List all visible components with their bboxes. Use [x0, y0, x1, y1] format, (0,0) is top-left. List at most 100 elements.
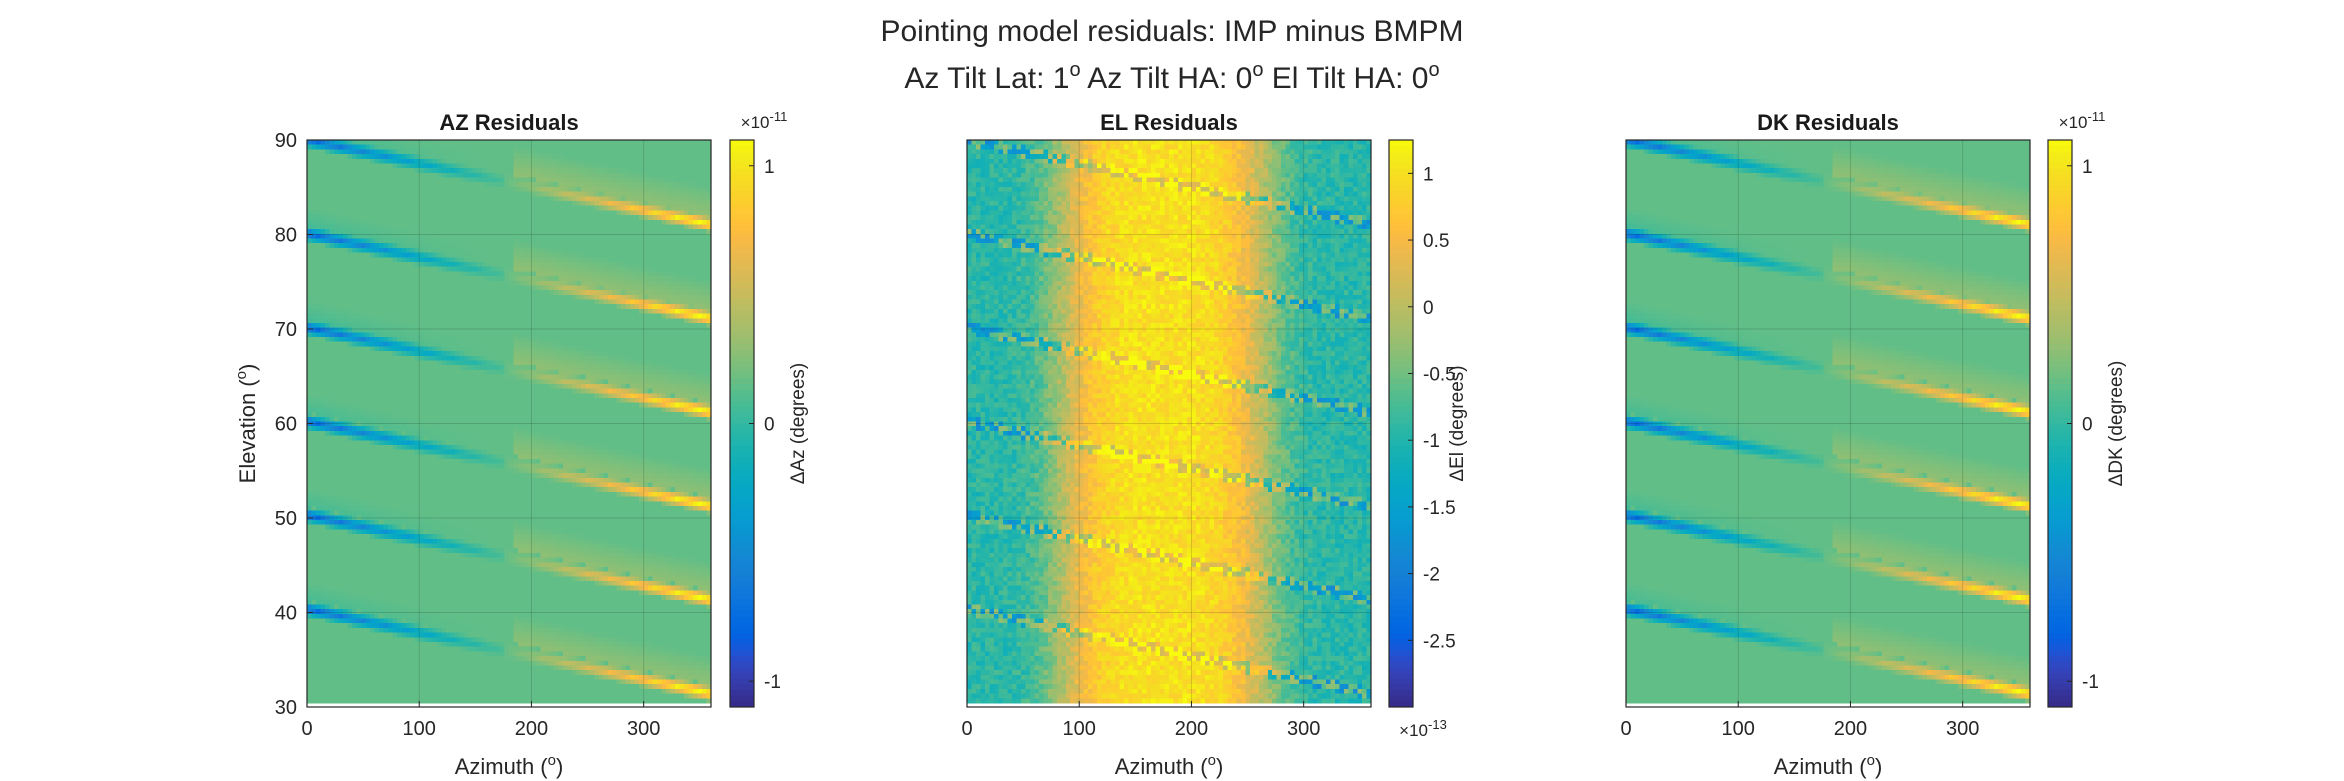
heatmap-cell [369, 252, 375, 258]
heatmap-cell [423, 172, 429, 179]
heatmap-cell [437, 388, 443, 394]
heatmap-cell [374, 585, 380, 591]
heatmap-cell [351, 280, 357, 287]
heatmap-cell [482, 149, 488, 155]
heatmap-cell [396, 191, 402, 197]
heatmap-cell [311, 674, 317, 681]
heatmap-cell [356, 651, 362, 657]
heatmap-cell [428, 393, 434, 399]
heatmap-cell [401, 576, 407, 582]
heatmap-cell [450, 463, 456, 470]
heatmap-cell [320, 191, 326, 197]
heatmap-cell [446, 257, 452, 263]
heatmap-cell [396, 285, 402, 291]
heatmap-cell [324, 351, 331, 357]
heatmap-cell [329, 473, 335, 479]
heatmap-cell [383, 543, 389, 549]
heatmap-cell [320, 501, 326, 507]
heatmap-cell [464, 308, 470, 315]
heatmap-cell [324, 280, 331, 287]
heatmap-cell [307, 548, 313, 554]
heatmap-cell [307, 346, 313, 352]
heatmap-cell [468, 665, 474, 671]
heatmap-cell [414, 679, 420, 685]
heatmap-cell [324, 172, 331, 179]
heatmap-cell [459, 454, 465, 460]
heatmap-cell [459, 505, 465, 512]
heatmap-cell [324, 215, 331, 221]
heatmap-cell [437, 168, 443, 174]
heatmap-cell [401, 346, 407, 352]
heatmap-cell [423, 351, 429, 357]
heatmap-cell [401, 623, 407, 629]
heatmap-cell [333, 660, 340, 667]
heatmap-cell [432, 346, 438, 352]
heatmap-cell [437, 393, 443, 399]
heatmap-cell [324, 229, 331, 235]
heatmap-cell [396, 261, 402, 268]
heatmap-cell [369, 313, 375, 319]
heatmap-cell [342, 388, 348, 394]
heatmap-cell [365, 646, 371, 652]
heatmap-cell [491, 318, 497, 324]
heatmap-cell [432, 186, 438, 193]
heatmap-cell [329, 322, 335, 329]
heatmap-cell [432, 341, 438, 348]
heatmap-cell [342, 285, 348, 291]
heatmap-cell [432, 426, 438, 432]
heatmap-cell [347, 534, 353, 540]
heatmap-cell [392, 552, 398, 559]
heatmap-cell [396, 290, 402, 296]
heatmap-cell [405, 158, 411, 165]
heatmap-cell [324, 623, 331, 629]
heatmap-cell [320, 444, 326, 451]
heatmap-cell [378, 421, 384, 427]
heatmap-cell [414, 398, 420, 404]
heatmap-cell [464, 257, 470, 263]
heatmap-cell [486, 398, 492, 404]
heatmap-cell [464, 449, 470, 455]
heatmap-cell [387, 186, 393, 193]
heatmap-cell [428, 482, 434, 488]
heatmap-cell [365, 313, 371, 319]
heatmap-cell [396, 538, 402, 545]
heatmap-cell [378, 566, 384, 573]
heatmap-cell [360, 660, 366, 667]
heatmap-cell [315, 351, 322, 357]
heatmap-cell [459, 670, 465, 676]
heatmap-cell [342, 590, 348, 596]
heatmap-cell [428, 562, 434, 568]
heatmap-cell [365, 637, 371, 643]
heatmap-cell [405, 252, 411, 258]
heatmap-cell [414, 261, 420, 268]
heatmap-cell [473, 276, 479, 282]
heatmap-cell [378, 205, 384, 211]
heatmap-cell [455, 337, 461, 343]
heatmap-cell [405, 599, 411, 606]
heatmap-cell [365, 482, 371, 488]
heatmap-cell [392, 665, 398, 671]
heatmap-cell [320, 651, 326, 657]
heatmap-cell [464, 379, 470, 385]
heatmap-cell [315, 416, 322, 423]
heatmap-cell [356, 477, 362, 484]
heatmap-cell [486, 140, 492, 146]
heatmap-cell [468, 552, 474, 559]
heatmap-cell [320, 290, 326, 296]
heatmap-cell [410, 534, 416, 540]
heatmap-cell [311, 276, 317, 282]
heatmap-cell [459, 444, 465, 451]
heatmap-cell [307, 402, 313, 409]
heatmap-cell [329, 313, 335, 319]
heatmap-cell [482, 177, 488, 183]
heatmap-cell [329, 477, 335, 484]
heatmap-cell [338, 416, 344, 423]
heatmap-cell [383, 294, 389, 301]
heatmap-cell [441, 247, 447, 254]
heatmap-cell [450, 280, 456, 287]
heatmap-cell [311, 566, 317, 573]
heatmap-cell [320, 398, 326, 404]
heatmap-cell [468, 482, 474, 488]
heatmap-cell [401, 294, 407, 301]
heatmap-cell [482, 646, 488, 652]
